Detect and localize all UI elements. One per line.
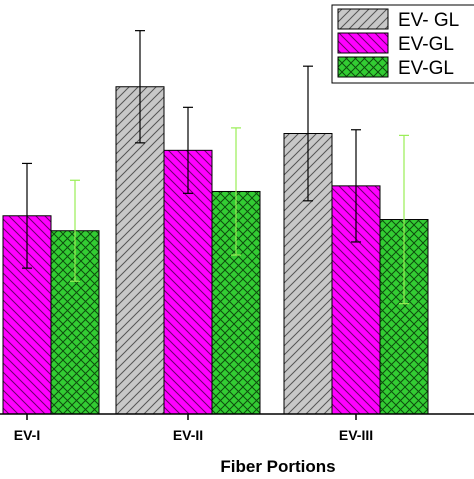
error-bars-layer xyxy=(22,30,409,305)
legend-label-3: EV-GL xyxy=(398,58,454,79)
x-tick-label-EV-III: EV-III xyxy=(339,427,373,443)
legend-swatch-1 xyxy=(337,8,389,30)
error-bar-3-EV-II xyxy=(231,127,241,256)
error-bar-3-EV-III xyxy=(399,134,409,305)
x-tick-label-EV-II: EV-II xyxy=(173,427,203,443)
bars-layer xyxy=(2,86,429,415)
error-bar-1-EV-III xyxy=(303,65,313,202)
x-axis-title: Fiber Portions xyxy=(220,457,335,474)
legend-label-1: EV- GL xyxy=(398,10,459,31)
error-bar-2-EV-III xyxy=(351,129,361,243)
x-tick-label-EV-I: EV-I xyxy=(14,427,40,443)
legend-swatch-2 xyxy=(337,32,389,54)
legend: EV- GL EV-GL EV-GL xyxy=(331,4,474,84)
error-bar-2-EV-I xyxy=(22,162,32,269)
legend-label-2: EV-GL xyxy=(398,34,454,55)
bar-2-EV-II xyxy=(163,149,213,415)
error-bar-2-EV-II xyxy=(183,106,193,194)
error-bar-1-EV-II xyxy=(135,30,145,144)
x-ticks-layer: EV-I EV-II EV-III xyxy=(14,414,373,443)
error-bar-3-EV-I xyxy=(70,179,80,282)
legend-swatch-3 xyxy=(337,56,389,78)
